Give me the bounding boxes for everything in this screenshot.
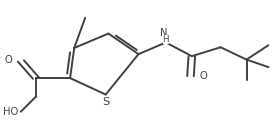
Text: S: S <box>103 97 110 107</box>
Text: HO: HO <box>3 107 18 117</box>
Text: O: O <box>5 55 13 65</box>
Text: H: H <box>163 35 169 44</box>
Text: O: O <box>199 71 207 81</box>
Text: N: N <box>160 28 167 38</box>
